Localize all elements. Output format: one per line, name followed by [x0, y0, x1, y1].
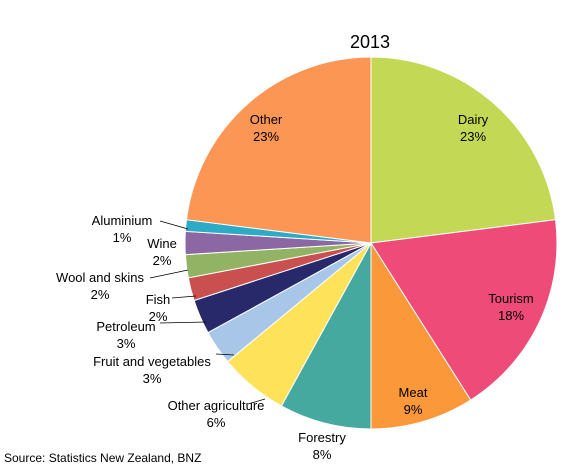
slice-label-wine: Wine 2%	[147, 236, 177, 268]
slice-label-aluminium: Aluminium 1%	[92, 213, 153, 245]
chart-title: 2013	[350, 32, 390, 52]
leader-line-petroleum	[159, 321, 207, 324]
slice-label-tourism: Tourism 18%	[488, 291, 534, 323]
slice-label-petroleum: Petroleum 3%	[96, 319, 155, 351]
slice-label-other-agriculture: Other agriculture 6%	[168, 398, 265, 430]
leader-line-other-agriculture	[247, 398, 266, 405]
slice-label-dairy: Dairy 23%	[458, 112, 489, 144]
leader-line-aluminium	[159, 220, 189, 230]
pie-slice-other	[185, 56, 372, 244]
leader-line-wool-and-skins	[149, 269, 189, 279]
pie-slice-meat	[370, 241, 472, 430]
slice-label-forestry: Forestry 8%	[298, 430, 346, 462]
pie-slices	[184, 56, 558, 430]
source-note: Source: Statistics New Zealand, BNZ	[4, 451, 201, 465]
leader-line-fish	[171, 295, 197, 299]
slice-label-fish: Fish 2%	[146, 292, 171, 324]
slice-label-other: Other 23%	[250, 112, 283, 144]
leader-line-fruit-and-vegetables	[215, 353, 235, 356]
pie-slice-tourism	[370, 219, 558, 401]
slice-labels: Dairy 23% Tourism 18% Meat 9% Forestry 8% Other …	[56, 112, 534, 462]
pie-slice-dairy	[370, 56, 557, 244]
slice-label-wool-and-skins: Wool and skins 2%	[56, 270, 144, 302]
slice-label-fruit-and-vegetables: Fruit and vegetables 3%	[93, 354, 211, 386]
leader-lines	[149, 220, 266, 405]
pie-slice-forestry	[280, 242, 372, 430]
slice-label-meat: Meat 9%	[399, 385, 428, 417]
